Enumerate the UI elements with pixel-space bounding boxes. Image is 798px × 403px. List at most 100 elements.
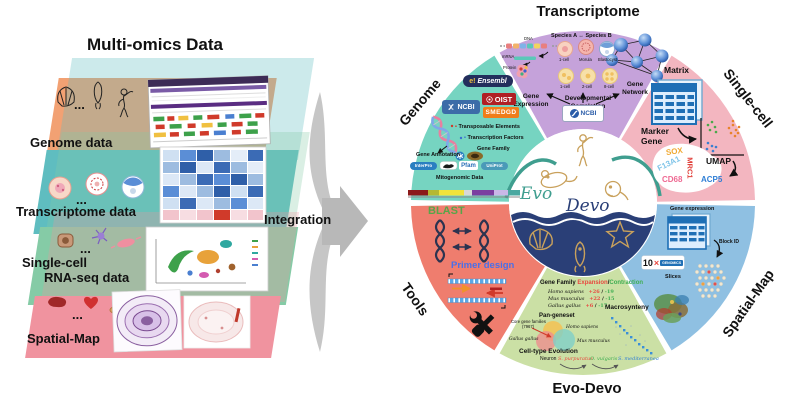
logo-evo-text: Evo — [520, 184, 553, 204]
venn-core-label-1: Core gene families — [511, 319, 546, 324]
venn-top-label: Homo sapiens — [566, 325, 599, 330]
ncbi-logo-genome: NCBI — [442, 100, 480, 114]
tenx-genomics-logo: 10 × GENOMICS — [642, 256, 684, 269]
species-b: Species B — [585, 33, 612, 39]
primer-design-diagram — [447, 273, 507, 309]
gene-acp5: ACP5 — [701, 175, 723, 184]
bullet-text: Transposable Elements — [458, 124, 520, 130]
species-row-1: Mus musculus +22 / -15 — [548, 296, 615, 302]
marker-gene-label-1: Marker — [641, 126, 669, 136]
gene-f13a1: F13A1 — [655, 154, 682, 173]
species-slash: / — [601, 289, 604, 295]
venn-core-label-2: (7967) — [522, 324, 535, 329]
species-down: -15 — [605, 296, 615, 302]
bullet-text: Gene Family — [477, 146, 510, 152]
species-row-0: Homo sapiens +26 / -19 — [548, 289, 614, 295]
dna-helix-icon — [431, 115, 458, 154]
blast-label: BLAST — [428, 205, 465, 217]
marker-gene-label-2: Gene — [641, 136, 663, 146]
macrosynteny-label: Macrosynteny — [605, 304, 649, 311]
logo-devo-text: Devo — [566, 196, 610, 216]
interpro-label: InterPro — [414, 163, 433, 169]
dna-label: DNA — [524, 36, 533, 41]
primer-design-label: Primer design — [451, 260, 515, 271]
compare-arrow-icon: ↔ — [578, 33, 584, 39]
cell-type-evolution-label: Cell-type Evolution — [519, 348, 578, 355]
wheel-label-tools: Tools — [398, 279, 433, 319]
species-up: +22 — [589, 296, 601, 302]
genomics-label: GENOMICS — [660, 259, 684, 266]
ncbi-label: NCBI — [457, 103, 475, 111]
gene-cd68: CD68 — [662, 175, 683, 184]
spatial-spots — [695, 264, 726, 298]
stage-label: 1-cell — [559, 57, 570, 62]
evolution-species-3: S. mediterranea — [618, 356, 659, 362]
dev-correlation-label-1: Developmental — [564, 95, 612, 102]
interpro-logo: InterPro — [410, 162, 437, 170]
left-panel-title: Multi-omics Data — [86, 35, 224, 54]
layer-dots-genome: ... — [74, 97, 85, 112]
mitogenomic-label: Mitogenomic Data — [436, 175, 484, 181]
uniprot-label: UniProt — [486, 163, 503, 169]
logo-starfish-icon — [605, 220, 635, 249]
gene-expression-icon — [500, 43, 557, 79]
logo-squid-icon — [574, 241, 586, 273]
tenx-x: × — [653, 257, 660, 268]
gene-network-label-1: Gene — [626, 81, 644, 88]
bullet-text: Transcription Factors — [467, 135, 524, 141]
integration-label: Integration — [264, 212, 332, 227]
layer-label-singlecell-2: RNA-seq data — [44, 270, 130, 285]
smedgd-logo: SMEDGD — [483, 107, 519, 118]
block-id-label: Block ID — [719, 239, 740, 245]
logo-figure-icon — [577, 134, 594, 167]
ncbi-swoosh-icon — [448, 103, 454, 111]
pan-geneset-label: Pan-geneset — [539, 313, 575, 319]
gene-family-label: Gene Family — [540, 280, 576, 286]
matrix-label: Matrix — [664, 65, 690, 75]
species-row-2: Gallus gallus +6 / -17 — [548, 303, 608, 309]
genome-bullet-2: Gene Family — [477, 146, 510, 153]
macrosynteny-plot — [611, 317, 653, 355]
ensembl-logo: e! Ensembl — [463, 75, 513, 87]
bullet-mark: • — [455, 124, 457, 130]
wheel-label-single-cell: Single-cell — [720, 65, 777, 131]
evolution-arc-2 — [591, 363, 619, 370]
layer-label-genome: Genome data — [30, 135, 113, 150]
species-name: Mus musculus — [548, 296, 585, 302]
layer-label-transcriptome: Transcriptome data — [16, 204, 136, 219]
slash: / — [607, 280, 610, 286]
tools-wrench-icon — [469, 311, 495, 337]
wheel-label-transcriptome: Transcriptome — [536, 3, 640, 20]
gene-expression-label-2: Expression — [513, 101, 549, 108]
pfam-logo: Pfam — [459, 161, 478, 170]
tenx-label: 10 — [642, 257, 653, 268]
protein-label: Protein — [503, 65, 517, 70]
evolution-species-2: O. vulgaris — [590, 356, 618, 362]
evolution-arc-1 — [559, 363, 587, 370]
layer-dots-singlecell: ... — [80, 241, 91, 256]
gold-oval-logo — [467, 151, 483, 161]
layer-label-spatial: Spatial-Map — [27, 331, 100, 346]
gene-network-label-2: Network — [622, 89, 648, 96]
gene-mrc1: MRC1 — [685, 157, 695, 179]
stage-label: Morula — [579, 57, 592, 62]
gene-annotation-label: Gene Annotation — [416, 152, 461, 158]
layer-dots-transcriptome: ... — [76, 192, 87, 207]
stage-label: 2-cell — [582, 84, 593, 89]
species-slash: / — [594, 303, 597, 309]
species-up: +6 — [585, 303, 594, 309]
species-down: -17 — [598, 303, 608, 309]
species-down: -19 — [604, 289, 614, 295]
spatial-matrix-icon — [667, 213, 711, 250]
venn-left-label: Gallus gallus — [509, 337, 539, 342]
mrna-label: mRNA — [502, 54, 515, 59]
stage-label: 8-cell — [604, 84, 615, 89]
umap-plot — [700, 118, 744, 156]
gene-expression-label-1: Gene — [522, 93, 540, 100]
ncbi-badge-transcriptome: NCBI — [562, 105, 604, 122]
species-a: Species A — [551, 33, 577, 39]
stage-label: Blastocyst — [598, 57, 618, 62]
pfam-label: Pfam — [461, 162, 476, 169]
logo-shell-icon — [529, 228, 553, 251]
blast-compare-icon — [434, 219, 490, 263]
